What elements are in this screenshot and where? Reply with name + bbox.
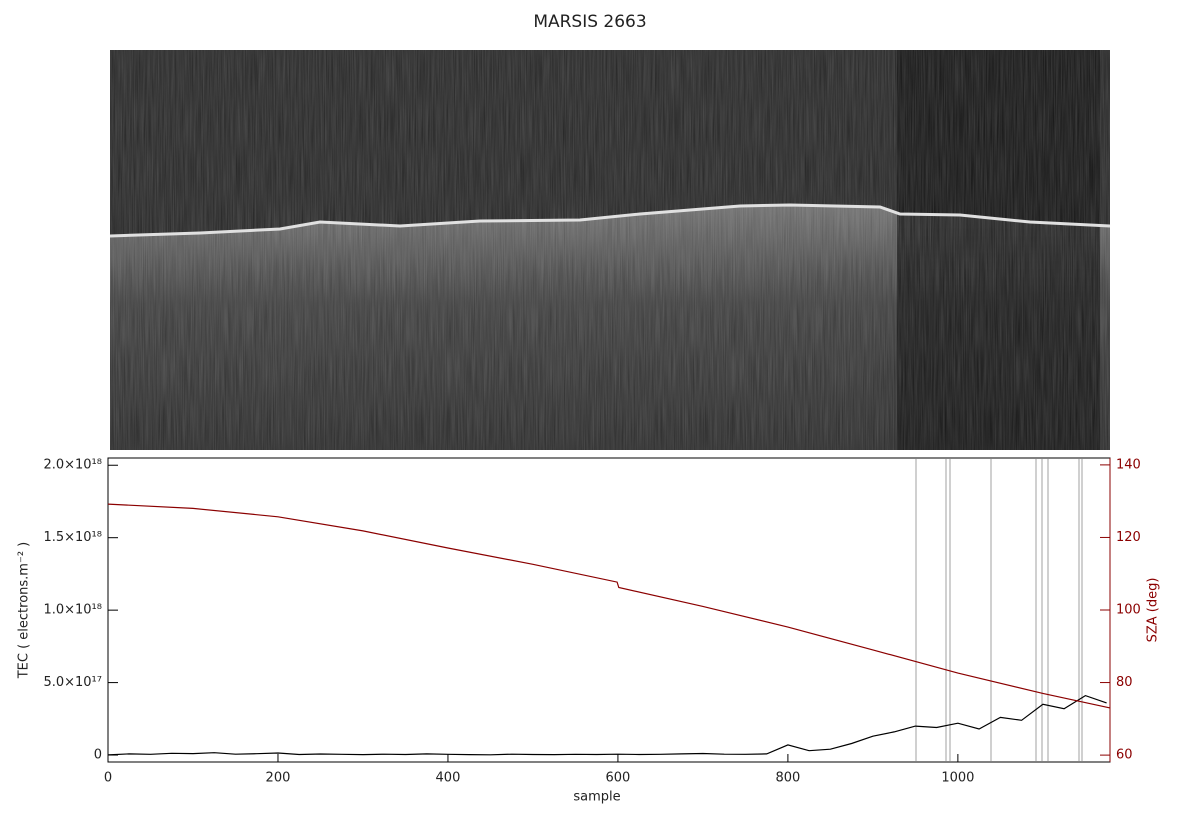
y2-axis-label: SZA (deg) <box>1146 578 1161 643</box>
x-tick-label: 1000 <box>941 771 974 786</box>
x-tick-label: 0 <box>104 771 112 786</box>
y2-tick-label: 120 <box>1116 530 1141 545</box>
y-tick-label: 1.0×10¹⁸ <box>43 603 102 618</box>
y-tick-label: 5.0×10¹⁷ <box>43 675 102 690</box>
x-tick-label: 800 <box>775 771 800 786</box>
y-tick-label: 1.5×10¹⁸ <box>43 530 102 545</box>
y2-tick-label: 100 <box>1116 603 1141 618</box>
x-axis-label: sample <box>573 790 620 805</box>
y2-tick-label: 80 <box>1116 675 1133 690</box>
radargram <box>109 50 1111 450</box>
y2-tick-label: 140 <box>1116 457 1141 472</box>
plot-frame <box>107 457 1111 763</box>
y2-tick-label: 60 <box>1116 748 1133 763</box>
x-tick-label: 600 <box>606 771 631 786</box>
series-line <box>107 503 1111 709</box>
series-line <box>107 694 1107 756</box>
x-tick-label: 200 <box>266 771 291 786</box>
y-axis-label: TEC ( electrons.m⁻² ) <box>17 542 32 680</box>
flag-lines <box>915 459 1083 761</box>
y-tick-label: 0 <box>94 748 102 763</box>
y-tick-label: 2.0×10¹⁸ <box>43 458 102 473</box>
x-tick-label: 400 <box>436 771 461 786</box>
chart-title: MARSIS 2663 <box>533 12 646 32</box>
